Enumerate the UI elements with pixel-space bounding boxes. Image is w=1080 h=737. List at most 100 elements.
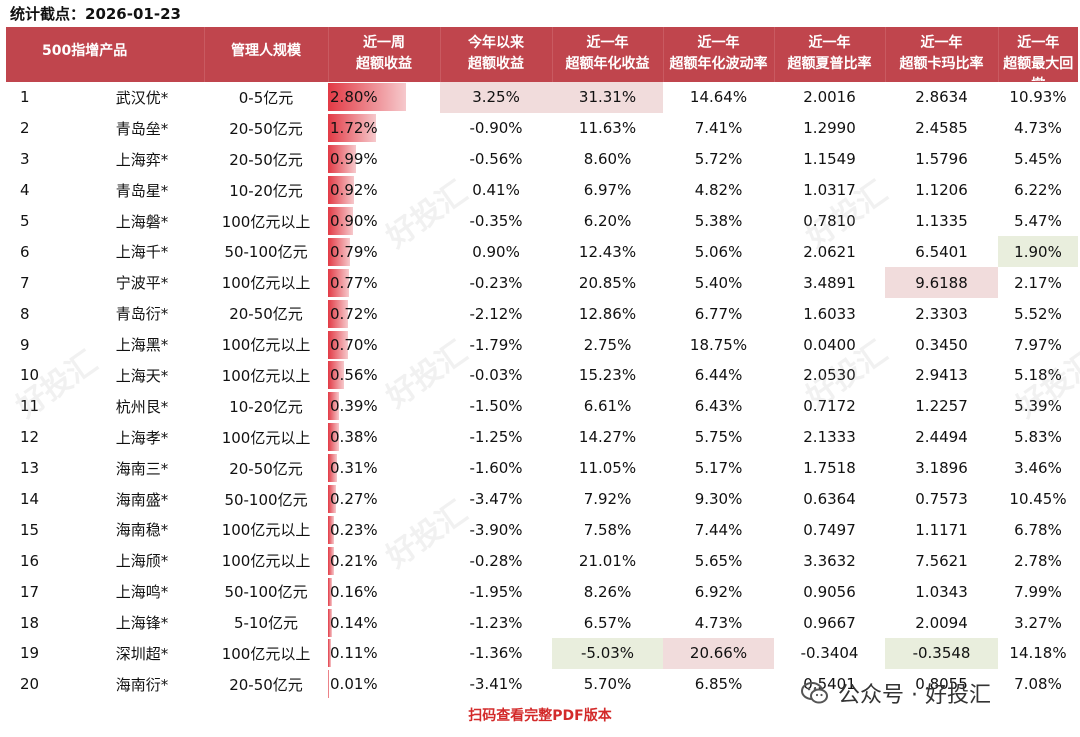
manager-scale-cell: 20-50亿元: [229, 150, 303, 169]
sharpe-cell: 0.9056: [803, 582, 856, 601]
week-bar-wrap: 0.14%: [328, 608, 440, 638]
volatility-cell: 6.44%: [694, 366, 743, 385]
annual-return-cell: 7.92%: [583, 490, 632, 509]
annual-return-cell: 12.43%: [578, 242, 637, 261]
rank-cell: 16: [20, 551, 40, 570]
calmar-cell: 1.1206: [915, 181, 968, 200]
ytd-cell: -0.28%: [469, 551, 523, 570]
rank-cell: 6: [20, 242, 30, 261]
table-row: 10 上海天* 100亿元以上 0.56% -0.03% 15.23% 6.44% 2.053…: [6, 360, 1078, 391]
ytd-cell: 0.90%: [472, 242, 520, 261]
week-excess-cell: 2.80%: [328, 82, 440, 113]
annual-return-cell: 5.70%: [583, 675, 632, 694]
calmar-cell: 2.0094: [915, 613, 968, 632]
week-excess-cell: 1.72%: [328, 113, 440, 144]
week-bar-wrap: 0.79%: [328, 237, 440, 267]
sharpe-cell: 0.7172: [803, 397, 856, 416]
sharpe-cell: 1.6033: [803, 304, 856, 323]
week-excess-value: 0.72%: [330, 304, 378, 323]
annual-return-cell: 8.26%: [583, 582, 632, 601]
product-name-cell: 杭州艮*: [115, 397, 169, 416]
manager-scale-cell: 100亿元以上: [221, 644, 311, 663]
max-drawdown-cell: 14.18%: [1009, 644, 1067, 663]
sharpe-cell: 0.6364: [803, 490, 856, 509]
rank-cell: 9: [20, 335, 30, 354]
week-excess-value: 0.31%: [330, 459, 378, 478]
week-excess-value: 1.72%: [330, 119, 378, 138]
calmar-cell: 2.4585: [915, 119, 968, 138]
week-excess-cell: 0.56%: [328, 360, 440, 391]
product-name-cell: 海南三*: [115, 459, 169, 478]
product-name-cell: 上海颀*: [115, 552, 169, 571]
annual-return-cell: 8.60%: [583, 150, 632, 169]
sharpe-cell: 3.3632: [803, 551, 856, 570]
week-excess-cell: 0.77%: [328, 267, 440, 298]
week-excess-cell: 0.38%: [328, 422, 440, 453]
wechat-badge-text: 公众号 · 好投汇: [838, 683, 991, 708]
max-drawdown-cell: 5.47%: [1014, 212, 1062, 230]
ytd-cell: 0.41%: [472, 181, 520, 200]
week-excess-cell: 0.72%: [328, 298, 440, 329]
product-name-cell: 青岛垒*: [115, 119, 169, 138]
ytd-cell: -3.90%: [469, 520, 523, 539]
max-drawdown-cell: 1.90%: [998, 236, 1078, 268]
product-name-cell: 上海孝*: [115, 428, 169, 447]
table-row: 13 海南三* 20-50亿元 0.31% -1.60% 11.05% 5.17% 1.751…: [6, 453, 1078, 484]
table-body: 1 武汉优* 0-5亿元 2.80% 3.25% 31.31% 14.64% 2.0016 2.…: [6, 82, 1078, 700]
week-excess-bar: [328, 114, 376, 143]
rank-cell: 11: [20, 397, 40, 416]
week-bar-wrap: 0.23%: [328, 515, 440, 545]
ytd-cell: -0.56%: [469, 150, 523, 169]
header-calmar: 近一年 超额卡玛比率: [885, 27, 999, 82]
manager-scale-cell: 100亿元以上: [221, 336, 311, 355]
week-excess-bar: [328, 176, 354, 205]
product-name-cell: 海南稳*: [115, 521, 169, 540]
volatility-cell: 5.72%: [694, 150, 743, 169]
calmar-cell: 6.5401: [915, 242, 968, 261]
rank-cell: 13: [20, 459, 40, 478]
ytd-cell: -1.60%: [469, 459, 523, 478]
sharpe-cell: 0.7497: [803, 520, 856, 539]
sharpe-cell: 0.0400: [803, 335, 856, 354]
max-drawdown-cell: 6.78%: [1014, 520, 1062, 539]
ytd-cell: -1.95%: [469, 582, 523, 601]
week-bar-wrap: 0.90%: [328, 206, 440, 236]
manager-scale-cell: 10-20亿元: [229, 397, 303, 416]
calmar-cell: 2.3303: [915, 304, 968, 323]
product-name-cell: 武汉优*: [115, 88, 169, 107]
table-row: 1 武汉优* 0-5亿元 2.80% 3.25% 31.31% 14.64% 2.0016 2.…: [6, 82, 1078, 113]
calmar-cell: 2.4494: [915, 428, 968, 447]
week-excess-value: 0.70%: [330, 335, 378, 354]
week-excess-value: 2.80%: [330, 88, 378, 107]
product-name-cell: 海南盛*: [115, 490, 169, 509]
week-excess-bar: [328, 330, 348, 359]
annual-return-cell: 12.86%: [578, 304, 637, 323]
max-drawdown-cell: 10.93%: [1009, 88, 1067, 107]
max-drawdown-cell: 2.17%: [1014, 273, 1062, 292]
week-bar-wrap: 0.72%: [328, 299, 440, 329]
sharpe-cell: 1.0317: [803, 181, 856, 200]
week-excess-bar: [328, 145, 356, 174]
product-name-cell: 青岛星*: [115, 181, 169, 200]
week-excess-bar: [328, 237, 351, 266]
manager-scale-cell: 50-100亿元: [224, 243, 308, 262]
rank-cell: 3: [20, 150, 30, 169]
rank-cell: 18: [20, 613, 40, 632]
week-excess-cell: 0.23%: [328, 514, 440, 545]
header-ytd: 今年以来 超额收益: [440, 27, 553, 82]
table-row: 5 上海磐* 100亿元以上 0.90% -0.35% 6.20% 5.38% 0.7810 1…: [6, 206, 1078, 237]
week-excess-value: 0.23%: [330, 520, 378, 539]
week-excess-cell: 0.99%: [328, 144, 440, 175]
calmar-cell: 1.1171: [915, 520, 968, 539]
product-name-cell: 上海鸣*: [115, 583, 169, 602]
week-excess-cell: 0.90%: [328, 206, 440, 237]
annual-return-cell: 7.58%: [583, 520, 632, 539]
rank-cell: 2: [20, 119, 30, 138]
volatility-cell: 5.06%: [694, 242, 743, 261]
annual-return-cell: 6.20%: [583, 212, 632, 230]
week-excess-value: 0.79%: [330, 242, 378, 261]
product-name-cell: 海南衍*: [115, 675, 169, 694]
product-name-cell: 上海黑*: [115, 336, 169, 355]
week-excess-bar: [328, 639, 332, 668]
annual-return-cell: 6.61%: [583, 397, 632, 416]
